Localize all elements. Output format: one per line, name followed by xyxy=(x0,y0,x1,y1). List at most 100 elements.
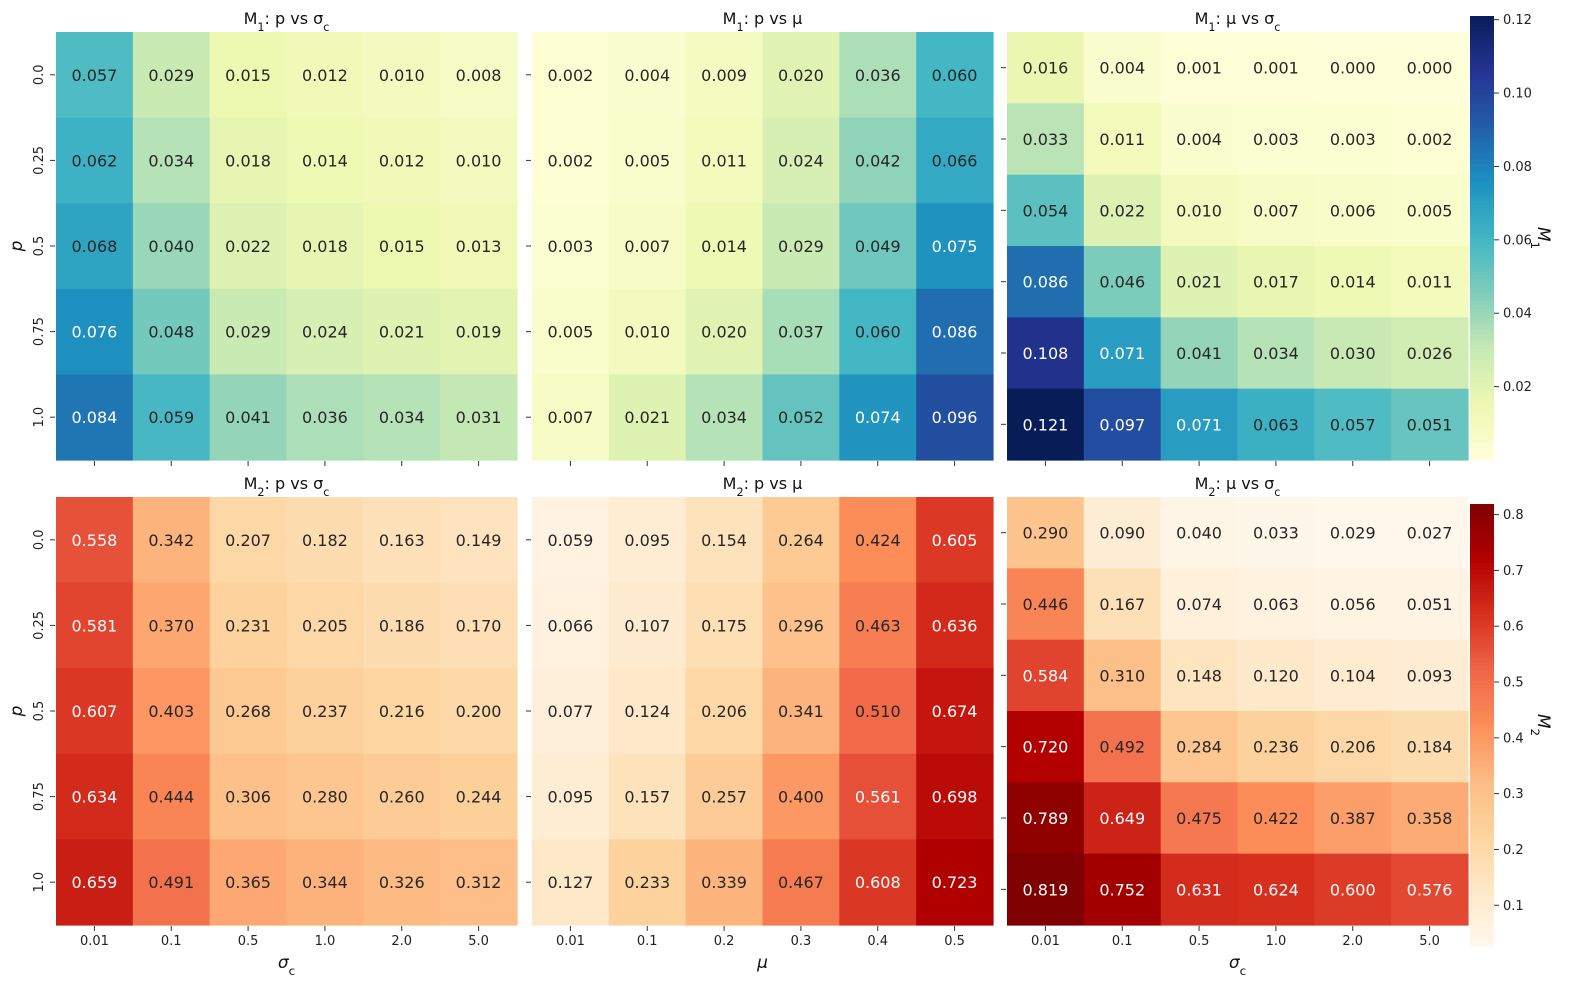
colorbar-segment xyxy=(1470,783,1494,789)
heatmap-cell xyxy=(1160,388,1239,461)
heatmap-cell xyxy=(608,117,687,204)
heatmap-cell xyxy=(608,497,687,584)
colorbar-segment xyxy=(1470,275,1494,280)
heatmap-cell xyxy=(762,582,840,669)
colorbar-segment xyxy=(1470,846,1494,851)
panel-title: M2: p vs μ xyxy=(723,474,803,499)
heatmap-cell xyxy=(685,117,764,204)
heatmap-cell xyxy=(1007,317,1085,390)
heatmap-cell xyxy=(762,668,840,755)
cell-value-label: 0.206 xyxy=(701,702,747,721)
colorbar-segment xyxy=(1470,927,1494,932)
cell-value-label: 0.206 xyxy=(1330,738,1376,757)
colorbar-segment xyxy=(1470,794,1494,800)
cell-value-label: 0.467 xyxy=(778,873,824,892)
cell-value-label: 0.004 xyxy=(624,66,670,85)
colorbar-segment xyxy=(1470,64,1494,69)
heatmap-cell xyxy=(1391,388,1469,461)
cell-value-label: 0.027 xyxy=(1407,524,1453,543)
cell-value-label: 0.033 xyxy=(1253,524,1299,543)
colorbar-segment xyxy=(1470,618,1494,623)
heatmap-cell xyxy=(1007,711,1085,783)
colorbar-segment xyxy=(1470,389,1494,394)
cell-value-label: 0.001 xyxy=(1176,59,1222,78)
colorbar-segment xyxy=(1470,204,1494,209)
cell-value-label: 0.093 xyxy=(1407,666,1453,685)
colorbar-segment xyxy=(1470,640,1494,645)
colorbar-segment xyxy=(1470,551,1494,557)
colorbar-segment xyxy=(1470,367,1494,372)
colorbar-segment xyxy=(1470,371,1494,376)
heatmap-cell xyxy=(532,668,610,755)
heatmap-cell xyxy=(209,668,288,755)
x-tick-label: 0.5 xyxy=(944,934,965,949)
cell-value-label: 0.062 xyxy=(72,151,118,170)
cell-value-label: 0.000 xyxy=(1407,59,1453,78)
cell-value-label: 0.024 xyxy=(778,151,824,170)
cell-value-label: 0.037 xyxy=(778,323,824,342)
heatmap-cell xyxy=(839,32,917,119)
heatmap-panel-2: 0.002 0.004 0.009 0.020 0.036 0.060 0.002 0.005… xyxy=(526,32,994,466)
cell-value-label: 0.009 xyxy=(701,66,747,85)
cell-value-label: 0.182 xyxy=(302,531,348,550)
cell-value-label: 0.002 xyxy=(1407,130,1453,149)
cell-value-label: 0.041 xyxy=(225,408,271,427)
colorbar-segment xyxy=(1470,119,1494,124)
cell-value-label: 0.036 xyxy=(302,408,348,427)
heatmap-cell xyxy=(1007,246,1085,318)
cell-value-label: 0.033 xyxy=(1023,130,1069,149)
heatmap-cell xyxy=(532,374,610,461)
cell-value-label: 0.723 xyxy=(932,873,978,892)
cell-value-label: 0.607 xyxy=(72,702,118,721)
cell-value-label: 0.051 xyxy=(1407,415,1453,434)
colorbar-segment xyxy=(1470,901,1494,907)
colorbar-segment xyxy=(1470,934,1494,940)
heatmap-cell xyxy=(363,288,441,375)
cell-value-label: 0.086 xyxy=(1023,273,1069,292)
cell-value-label: 0.200 xyxy=(456,702,502,721)
cell-value-label: 0.021 xyxy=(624,408,670,427)
colorbar-segment xyxy=(1470,673,1494,678)
colorbar-segment xyxy=(1470,662,1494,667)
cell-value-label: 0.026 xyxy=(1407,344,1453,363)
cell-value-label: 0.207 xyxy=(225,531,271,550)
heatmap-cell xyxy=(440,839,518,926)
cell-value-label: 0.003 xyxy=(548,237,594,256)
heatmap-cell xyxy=(608,582,687,669)
colorbar-segment xyxy=(1470,614,1494,619)
heatmap-cell xyxy=(685,374,764,461)
heatmap-cell xyxy=(1083,782,1162,855)
cell-value-label: 0.034 xyxy=(148,151,194,170)
colorbar-segment xyxy=(1470,115,1494,121)
cell-value-label: 0.034 xyxy=(379,408,425,427)
colorbar-segment xyxy=(1470,138,1494,143)
cell-value-label: 0.268 xyxy=(225,702,271,721)
cell-value-label: 0.000 xyxy=(1330,59,1376,78)
colorbar-segment xyxy=(1470,526,1494,531)
cell-value-label: 0.720 xyxy=(1023,738,1069,757)
colorbar-segment xyxy=(1470,382,1494,387)
colorbar-segment xyxy=(1470,341,1494,346)
colorbar-segment xyxy=(1470,141,1494,147)
colorbar-segment xyxy=(1470,16,1494,21)
cell-value-label: 0.422 xyxy=(1253,809,1299,828)
colorbar-segment xyxy=(1470,853,1494,859)
colorbar-segment xyxy=(1470,504,1494,509)
cell-value-label: 0.007 xyxy=(624,237,670,256)
colorbar-segment xyxy=(1470,643,1494,649)
cell-value-label: 0.005 xyxy=(548,323,594,342)
cell-value-label: 0.636 xyxy=(932,616,978,635)
cell-value-label: 0.284 xyxy=(1176,738,1222,757)
heatmap-cell xyxy=(440,288,518,375)
cell-value-label: 0.057 xyxy=(72,66,118,85)
colorbar-segment xyxy=(1470,713,1494,719)
colorbar-tick-label: 0.02 xyxy=(1503,380,1532,395)
colorbar-segment xyxy=(1470,658,1494,663)
colorbar-segment xyxy=(1470,378,1494,383)
cell-value-label: 0.326 xyxy=(379,873,425,892)
colorbar-segment xyxy=(1470,887,1494,892)
heatmap-cell xyxy=(762,32,840,119)
colorbar-segment xyxy=(1470,189,1494,195)
colorbar-segment xyxy=(1470,49,1494,54)
